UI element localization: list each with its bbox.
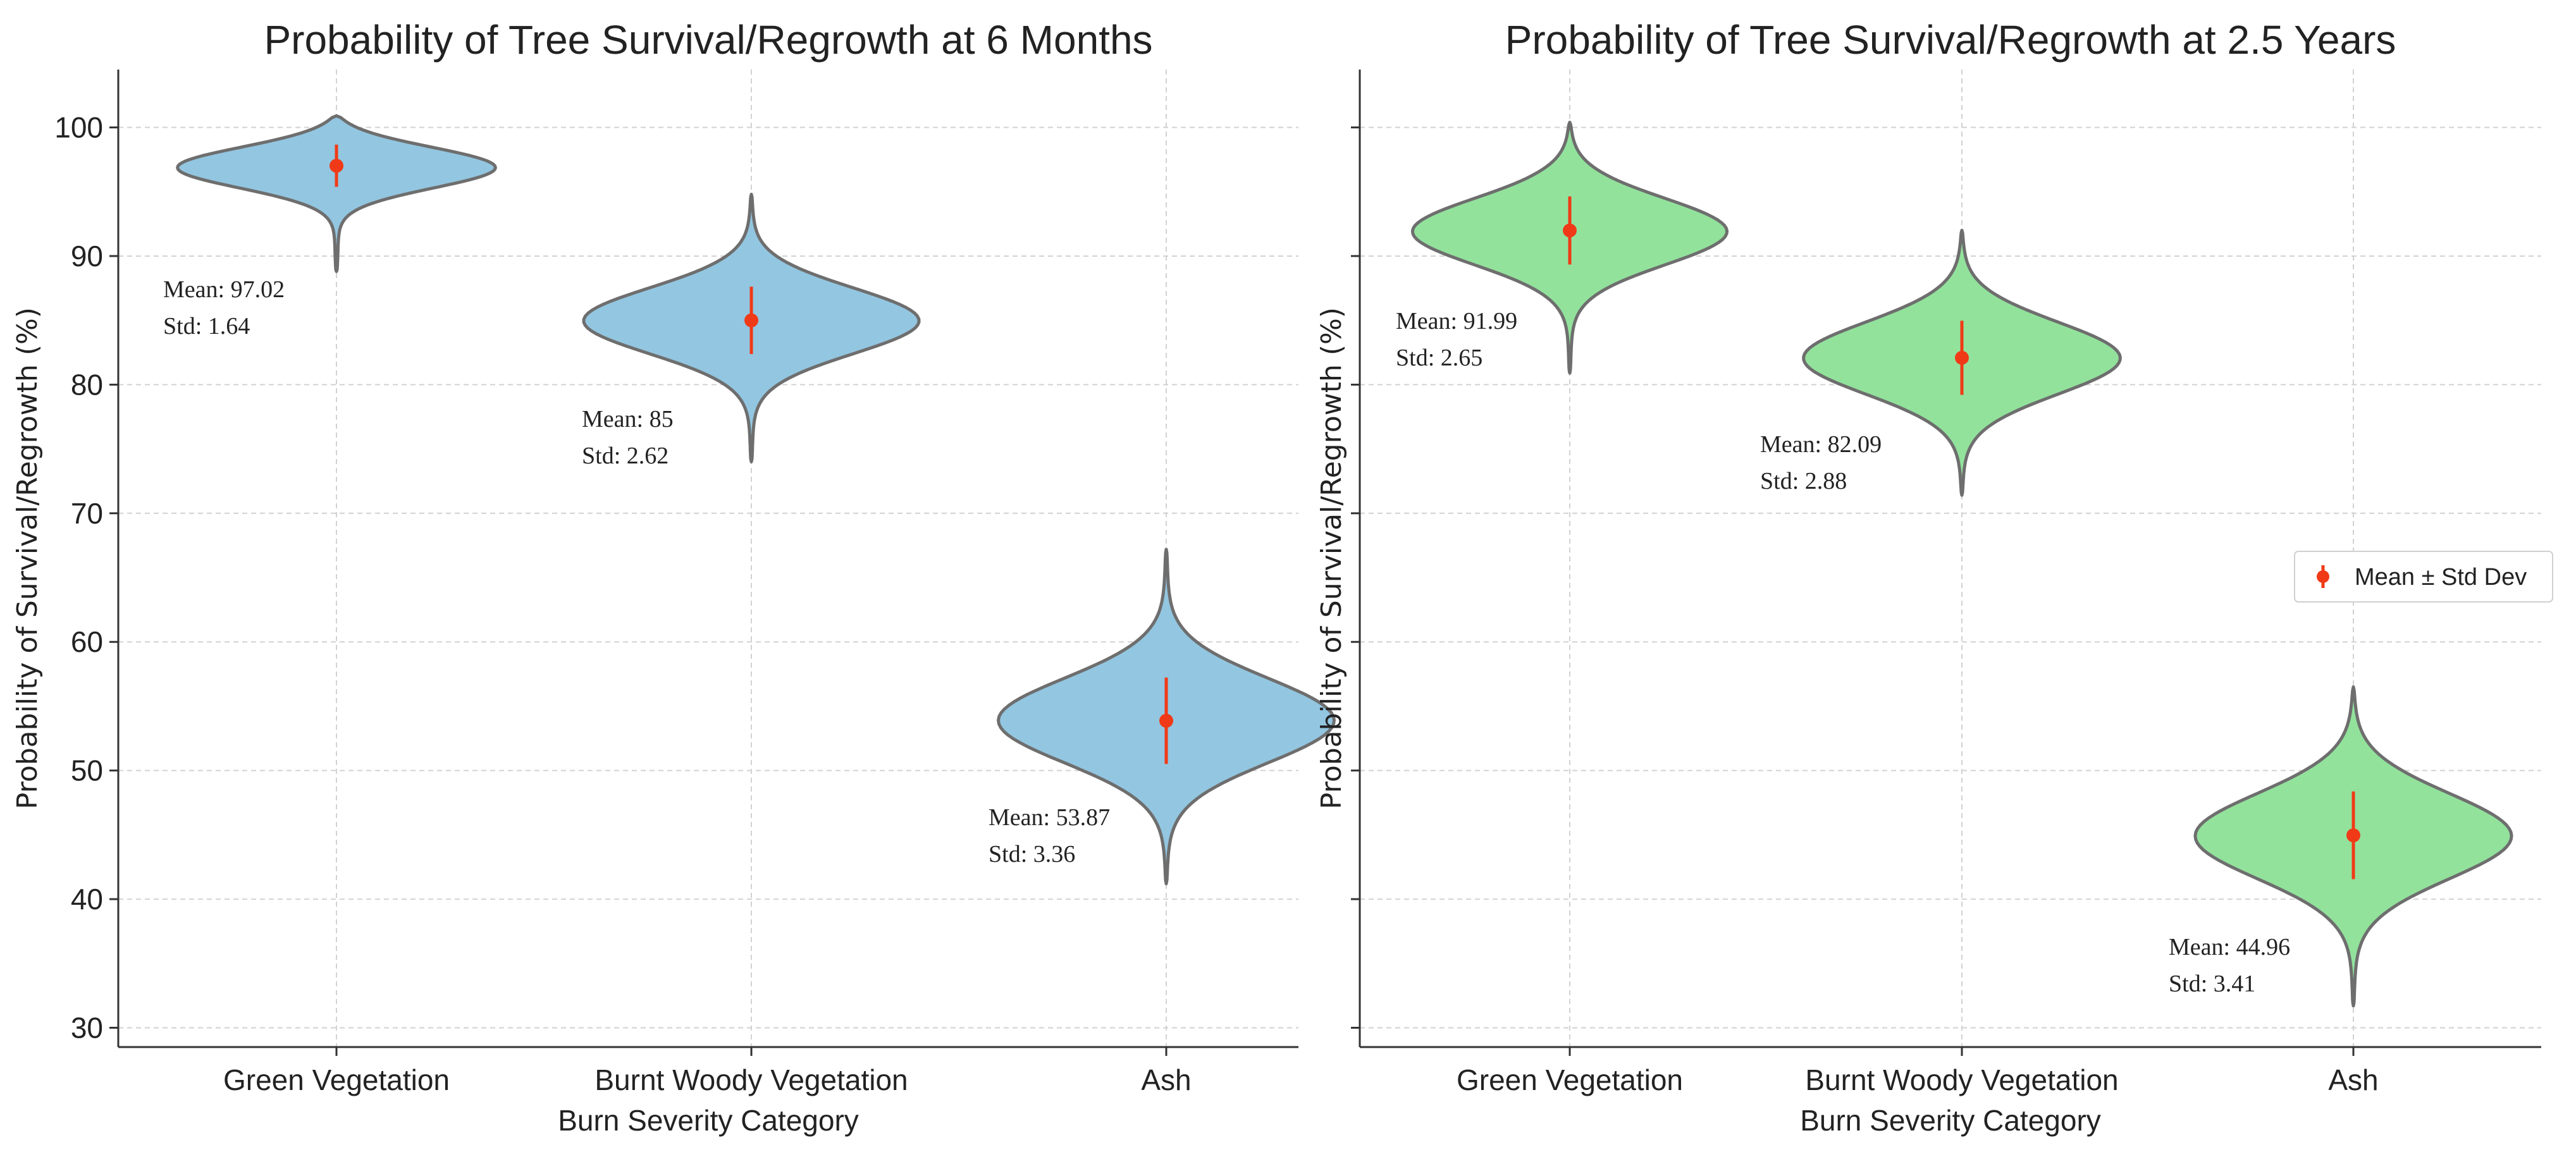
mean-annotation: Mean: 85 <box>582 406 674 432</box>
mean-point <box>1159 713 1173 728</box>
y-tick-label: 60 <box>71 625 103 658</box>
mean-annotation: Mean: 53.87 <box>989 804 1110 831</box>
y-tick-label: 50 <box>71 754 103 787</box>
x-axis-label: Burn Severity Category <box>1800 1104 2101 1137</box>
mean-point <box>1563 223 1577 238</box>
std-annotation: Std: 2.88 <box>1760 468 1847 494</box>
x-tick-label: Burnt Woody Vegetation <box>595 1063 908 1096</box>
mean-point <box>330 159 343 173</box>
chart-title: Probability of Tree Survival/Regrowth at… <box>264 17 1152 63</box>
mean-annotation: Mean: 91.99 <box>1396 308 1517 334</box>
x-axis-label: Burn Severity Category <box>558 1104 859 1137</box>
y-axis-label: Probability of Survival/Regrowth (%) <box>1316 307 1348 809</box>
x-tick-label: Green Vegetation <box>223 1063 450 1096</box>
mean-annotation: Mean: 97.02 <box>163 276 285 303</box>
x-tick-label: Green Vegetation <box>1457 1063 1683 1096</box>
y-tick-label: 70 <box>71 497 103 530</box>
legend-marker-point <box>2317 570 2329 583</box>
legend: Mean ± Std Dev <box>2294 551 2553 603</box>
std-annotation: Std: 2.62 <box>582 443 669 469</box>
mean-annotation: Mean: 82.09 <box>1760 431 1882 458</box>
std-annotation: Std: 3.36 <box>989 841 1075 867</box>
chart-title: Probability of Tree Survival/Regrowth at… <box>1505 17 2396 63</box>
y-axis-label: Probability of Survival/Regrowth (%) <box>11 307 44 809</box>
legend-box <box>2294 551 2553 603</box>
mean-point <box>2346 828 2360 843</box>
legend-label: Mean ± Std Dev <box>2355 564 2527 591</box>
x-tick-label: Ash <box>2328 1063 2378 1096</box>
std-annotation: Std: 1.64 <box>163 313 250 340</box>
chart-6-months: Mean: 97.02 Std: 1.64 Mean: 85 Std: 2.62 Mea… <box>11 17 1336 1137</box>
violin-green-vegetation <box>176 114 497 273</box>
y-tick-label: 40 <box>71 883 103 916</box>
mean-point <box>744 313 758 328</box>
y-tick-label: 90 <box>71 240 103 273</box>
x-tick-label: Burnt Woody Vegetation <box>1805 1063 2118 1096</box>
mean-point <box>1955 350 1969 365</box>
chart-2-5-years: Mean: 91.99 Std: 2.65 Mean: 82.09 Std: 2.88… <box>1316 17 2553 1137</box>
std-annotation: Std: 3.41 <box>2169 971 2255 997</box>
y-tick-label: 30 <box>71 1011 103 1044</box>
y-tick-label: 80 <box>71 368 103 401</box>
mean-annotation: Mean: 44.96 <box>2169 934 2290 960</box>
y-tick-label: 100 <box>54 111 103 144</box>
x-tick-label: Ash <box>1141 1063 1191 1096</box>
std-annotation: Std: 2.65 <box>1396 345 1482 371</box>
